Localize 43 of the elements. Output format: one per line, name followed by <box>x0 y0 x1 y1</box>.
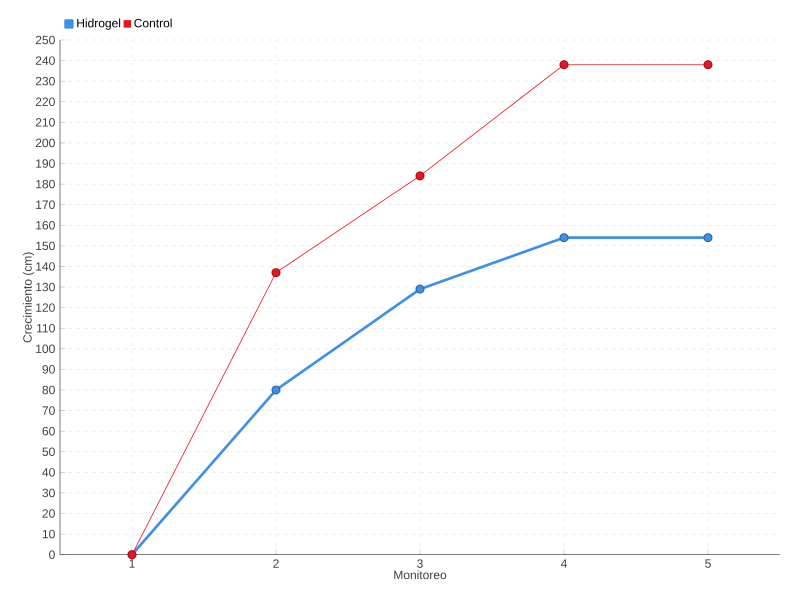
y-tick-label: 130 <box>36 282 55 292</box>
x-tick-label: 3 <box>417 559 423 568</box>
y-tick-label: 100 <box>36 344 55 354</box>
y-tick-label: 240 <box>36 56 55 65</box>
y-tick-label: 150 <box>36 242 55 250</box>
x-tick-label: 2 <box>273 559 279 568</box>
point <box>271 385 281 395</box>
x-tick-label: 4 <box>560 559 567 568</box>
point <box>703 233 713 242</box>
y-tick-label: 220 <box>36 98 55 106</box>
y-tick-label: 230 <box>36 76 55 86</box>
y-tick-label: 80 <box>42 386 55 394</box>
point <box>415 171 425 180</box>
point <box>559 233 569 242</box>
y-tick-label: 60 <box>42 426 55 436</box>
y-tick-label: 30 <box>42 488 55 498</box>
x-axis-title: Monitoreo <box>394 570 446 580</box>
y-tick-label: 50 <box>42 447 55 456</box>
y-tick-label: 180 <box>36 180 55 188</box>
y-tick-label: 210 <box>36 118 55 127</box>
point <box>703 60 713 70</box>
y-tick-label: 120 <box>36 303 55 312</box>
point <box>271 268 281 278</box>
y-tick-label: 0 <box>49 550 55 559</box>
y-tick-label: 250 <box>36 36 55 44</box>
y-tick-label: 160 <box>36 221 55 230</box>
x-tick-label: 5 <box>705 559 711 568</box>
y-tick-label: 10 <box>42 530 55 538</box>
point <box>415 284 425 294</box>
legend-label: Hidrogel <box>77 18 120 30</box>
y-tick-label: 170 <box>36 200 55 209</box>
y-tick-label: 110 <box>37 324 55 332</box>
point <box>559 60 569 70</box>
x-tick-label: 1 <box>130 559 135 568</box>
y-tick-label: 70 <box>42 406 55 415</box>
y-axis-title: Crecimiento (cm) <box>22 252 34 342</box>
y-tick-label: 90 <box>42 365 55 374</box>
y-tick-label: 190 <box>36 159 55 168</box>
legend-label: Control <box>134 18 172 28</box>
y-tick-label: 200 <box>36 138 55 148</box>
y-tick-label: 40 <box>42 468 55 477</box>
y-tick-label: 20 <box>42 509 55 518</box>
y-tick-label: 140 <box>36 262 55 271</box>
